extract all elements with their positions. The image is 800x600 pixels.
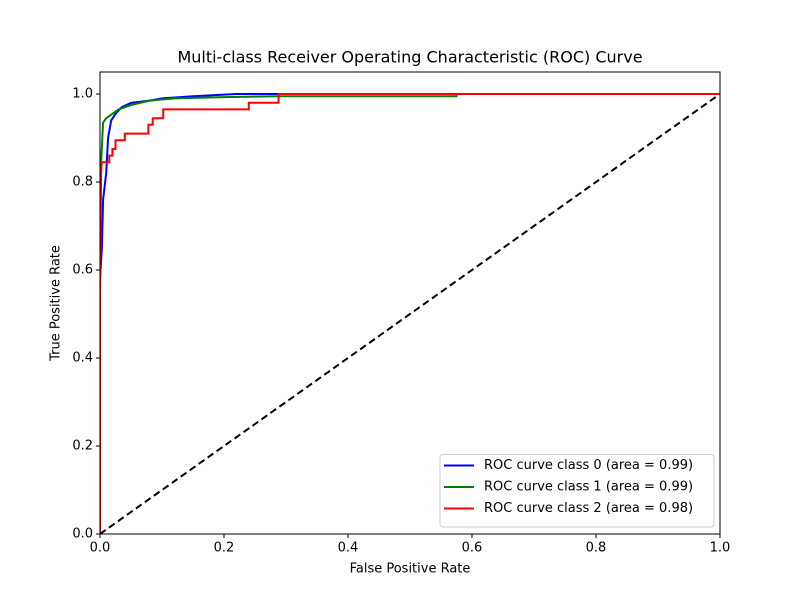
x-tick-label: 0.6: [462, 541, 483, 556]
x-tick-label: 0.4: [338, 541, 359, 556]
chart-title: Multi-class Receiver Operating Character…: [177, 48, 642, 67]
legend-box: [439, 454, 715, 528]
x-tick-label: 0.0: [90, 541, 111, 556]
y-tick-label: 0.4: [72, 351, 93, 366]
axes-frame: [99, 71, 721, 535]
legend-label: ROC curve class 0 (area = 0.99): [484, 458, 693, 473]
roc-line: [100, 93, 720, 534]
reference-line: [100, 93, 720, 534]
y-tick-label: 0.8: [72, 175, 93, 190]
legend-label: ROC curve class 2 (area = 0.98): [484, 501, 693, 516]
y-tick-label: 0.2: [72, 439, 93, 454]
x-axis-label: False Positive Rate: [350, 562, 471, 577]
roc-line: [100, 93, 720, 534]
x-tick-label: 0.8: [586, 541, 607, 556]
x-tick-label: 1.0: [710, 541, 731, 556]
legend-label: ROC curve class 1 (area = 0.99): [484, 480, 693, 495]
y-axis-label: True Positive Rate: [49, 245, 64, 362]
y-tick-label: 1.0: [72, 87, 93, 102]
x-tick-label: 0.2: [214, 541, 235, 556]
y-tick-label: 0.0: [72, 527, 93, 542]
y-tick-label: 0.6: [72, 263, 93, 278]
roc-line: [100, 93, 720, 534]
